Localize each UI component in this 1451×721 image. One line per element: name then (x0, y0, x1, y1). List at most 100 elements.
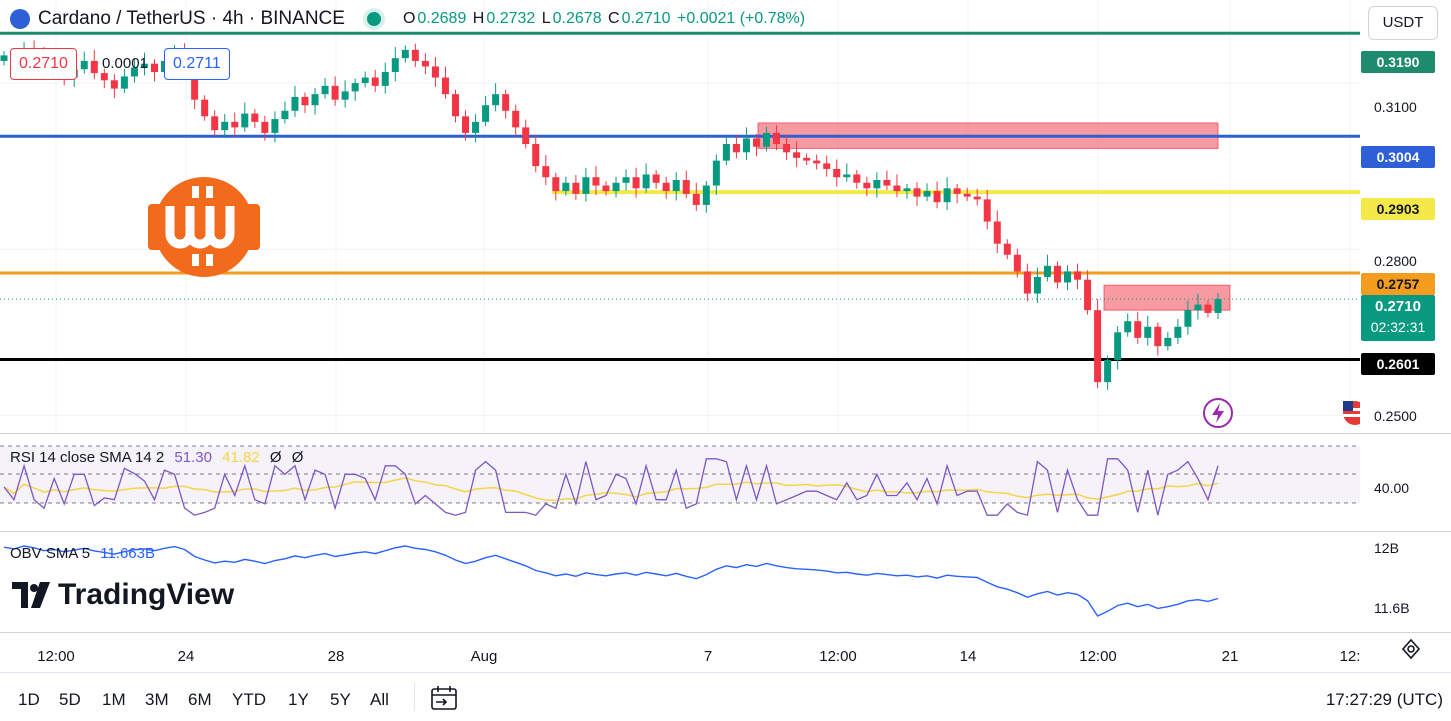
range-all[interactable]: All (370, 690, 389, 709)
candle[interactable] (652, 170, 660, 189)
candle[interactable] (793, 141, 801, 168)
candle[interactable] (0, 50, 8, 66)
candle[interactable] (1124, 313, 1132, 337)
candle[interactable] (763, 126, 771, 152)
candle[interactable] (873, 172, 881, 198)
candle[interactable] (732, 134, 740, 159)
candle[interactable] (843, 163, 851, 182)
candle[interactable] (1194, 293, 1202, 320)
candle[interactable] (462, 110, 470, 141)
candle[interactable] (451, 89, 459, 123)
symbol-logo-icon[interactable] (10, 9, 30, 29)
candle[interactable] (622, 169, 630, 191)
candle[interactable] (231, 112, 239, 137)
candle[interactable] (1003, 239, 1011, 260)
candle[interactable] (903, 183, 911, 199)
candle[interactable] (411, 43, 419, 68)
candle[interactable] (913, 182, 921, 207)
candle[interactable] (271, 111, 279, 143)
candle[interactable] (853, 170, 861, 189)
candle[interactable] (642, 163, 650, 193)
candle[interactable] (582, 167, 590, 202)
candle[interactable] (472, 114, 480, 143)
candle[interactable] (381, 62, 389, 94)
candle[interactable] (963, 187, 971, 202)
candle[interactable] (1154, 322, 1162, 356)
candle[interactable] (512, 104, 520, 137)
candle[interactable] (201, 95, 209, 121)
candle[interactable] (803, 153, 811, 166)
candle[interactable] (612, 176, 620, 198)
candle[interactable] (522, 119, 530, 149)
candle[interactable] (1023, 263, 1031, 302)
candle[interactable] (562, 176, 570, 196)
candle[interactable] (883, 170, 891, 190)
utc-clock[interactable]: 17:27:29 (UTC) (1325, 690, 1443, 709)
candle[interactable] (773, 125, 781, 151)
rsi-chart[interactable] (0, 436, 1360, 530)
candle[interactable] (602, 181, 610, 196)
candle[interactable] (391, 47, 399, 82)
range-1m[interactable]: 1M (102, 690, 126, 709)
candle[interactable] (1043, 254, 1051, 282)
candle[interactable] (361, 71, 369, 88)
market-status-icon[interactable] (366, 12, 381, 26)
candle[interactable] (1204, 300, 1212, 318)
candle[interactable] (632, 167, 640, 198)
candle[interactable] (1134, 311, 1142, 344)
candle[interactable] (150, 59, 158, 82)
candle[interactable] (421, 53, 429, 75)
candle[interactable] (1013, 248, 1021, 278)
range-ytd[interactable]: YTD (232, 690, 266, 709)
candle[interactable] (1114, 326, 1122, 370)
candle[interactable] (983, 189, 991, 230)
candle[interactable] (993, 210, 1001, 254)
candle[interactable] (752, 134, 760, 157)
candle[interactable] (1164, 331, 1172, 351)
candle[interactable] (321, 78, 329, 99)
candle[interactable] (973, 188, 981, 206)
candle[interactable] (90, 49, 98, 80)
candle[interactable] (341, 80, 349, 108)
candle[interactable] (1064, 265, 1072, 291)
range-1y[interactable]: 1Y (288, 690, 309, 709)
symbol-title[interactable]: Cardano / TetherUS · 4h · BINANCE (38, 8, 345, 29)
candle[interactable] (893, 174, 901, 198)
candle[interactable] (1053, 261, 1061, 289)
candle[interactable] (251, 109, 259, 128)
candle[interactable] (783, 134, 791, 161)
candle[interactable] (1094, 299, 1102, 389)
candle[interactable] (863, 176, 871, 197)
candle[interactable] (923, 183, 931, 202)
buy-price-button[interactable]: 0.2711 (164, 48, 230, 80)
candle[interactable] (712, 154, 720, 195)
range-6m[interactable]: 6M (188, 690, 212, 709)
range-3m[interactable]: 3M (145, 690, 169, 709)
candle[interactable] (211, 110, 219, 137)
candle[interactable] (241, 102, 249, 132)
candle[interactable] (140, 52, 148, 76)
candle[interactable] (301, 92, 309, 113)
candle[interactable] (672, 172, 680, 201)
tradingview-logo[interactable]: TradingView (12, 578, 234, 612)
candle[interactable] (1214, 292, 1222, 320)
candle[interactable] (662, 176, 670, 199)
candle[interactable] (933, 181, 941, 209)
candle[interactable] (542, 155, 550, 185)
sell-price-button[interactable]: 0.2710 (10, 48, 77, 80)
candle[interactable] (441, 66, 449, 99)
candle[interactable] (682, 170, 690, 199)
candle[interactable] (1174, 319, 1182, 344)
candle[interactable] (1144, 315, 1152, 346)
candle[interactable] (1104, 355, 1112, 390)
candle[interactable] (502, 89, 510, 119)
candle[interactable] (401, 45, 409, 63)
candle[interactable] (261, 115, 269, 141)
range-5d[interactable]: 5D (59, 690, 81, 709)
candle[interactable] (592, 166, 600, 195)
candle[interactable] (552, 172, 560, 201)
candle[interactable] (130, 58, 138, 83)
candle[interactable] (351, 78, 359, 101)
flash-icon[interactable] (1202, 397, 1234, 429)
candle[interactable] (833, 159, 841, 187)
